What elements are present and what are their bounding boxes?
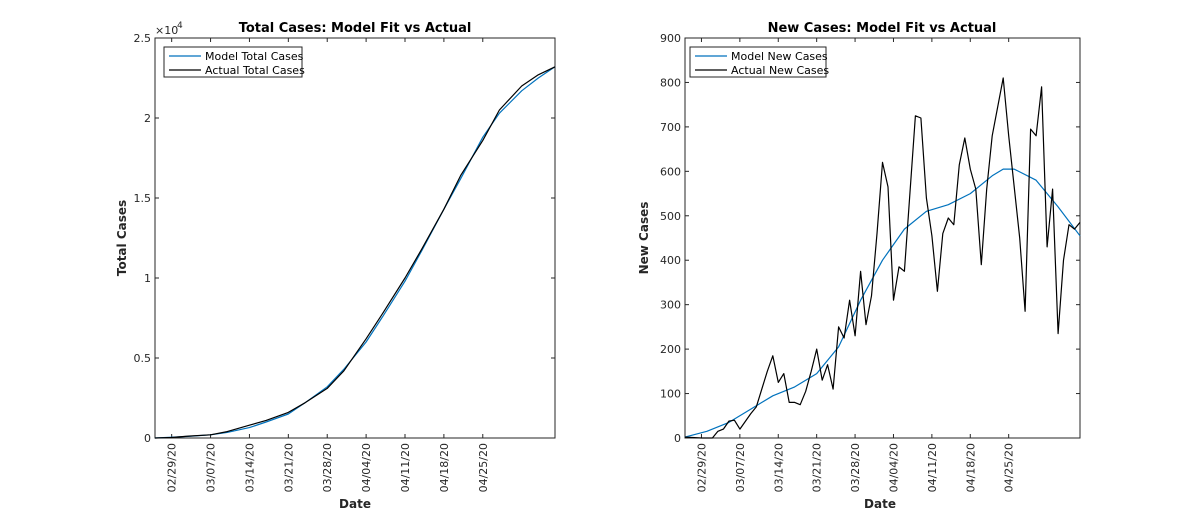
chart-title: Total Cases: Model Fit vs Actual xyxy=(239,21,472,36)
legend-label-actual: Actual Total Cases xyxy=(205,64,305,77)
y-tick-label: 0 xyxy=(674,432,681,445)
legend-label-model: Model New Cases xyxy=(731,50,828,63)
legend: Model Total Cases Actual Total Cases xyxy=(163,46,305,78)
y-tick-label: 2.5 xyxy=(134,32,152,45)
x-tick-label: 04/11/20 xyxy=(399,443,412,492)
series-line-actual xyxy=(684,77,1081,439)
x-tick-label: 03/07/20 xyxy=(734,443,747,492)
series-group xyxy=(154,66,556,439)
x-tick-label: 04/11/20 xyxy=(926,443,939,492)
x-tick-label: 02/29/20 xyxy=(695,443,708,492)
ticks: 0 0.5 1 1.5 2 2.5 02/29/20 03/07/20 03/14/20 03/2… xyxy=(134,32,555,492)
y-tick-label: 400 xyxy=(660,254,681,267)
y-tick-label: 200 xyxy=(660,343,681,356)
x-tick-label: 03/28/20 xyxy=(321,443,334,492)
x-axis-label: Date xyxy=(864,497,896,511)
y-axis-label: Total Cases xyxy=(115,200,129,276)
plot-area xyxy=(154,37,556,439)
y-tick-label: 700 xyxy=(660,121,681,134)
x-tick-label: 04/18/20 xyxy=(438,443,451,492)
y-tick-label: 900 xyxy=(660,32,681,45)
x-tick-label: 03/21/20 xyxy=(811,443,824,492)
y-tick-label: 100 xyxy=(660,388,681,401)
chart-title: New Cases: Model Fit vs Actual xyxy=(768,21,997,36)
x-tick-label: 04/18/20 xyxy=(964,443,977,492)
y-axis-label: New Cases xyxy=(637,202,651,275)
y-tick-label: 300 xyxy=(660,299,681,312)
x-tick-label: 04/04/20 xyxy=(360,443,373,492)
y-tick-label: 800 xyxy=(660,76,681,89)
plot-area xyxy=(684,37,1081,439)
y-tick-label: 600 xyxy=(660,165,681,178)
legend-label-actual: Actual New Cases xyxy=(731,64,829,77)
x-tick-label: 03/14/20 xyxy=(772,443,785,492)
y-tick-label: 1 xyxy=(144,272,151,285)
series-line-actual xyxy=(154,66,556,439)
x-tick-label: 04/04/20 xyxy=(887,443,900,492)
y-tick-label: 2 xyxy=(144,112,151,125)
legend-box xyxy=(689,46,827,78)
x-tick-label: 04/25/20 xyxy=(477,443,490,492)
legend-box xyxy=(163,46,303,78)
total-cases-chart: Total Cases: Model Fit vs Actual ×10 4 D… xyxy=(115,21,556,511)
y-tick-label: 0.5 xyxy=(134,352,152,365)
x-tick-label: 03/28/20 xyxy=(849,443,862,492)
legend: Model New Cases Actual New Cases xyxy=(689,46,829,78)
x-tick-label: 03/14/20 xyxy=(243,443,256,492)
legend-label-model: Model Total Cases xyxy=(205,50,304,63)
x-tick-label: 03/07/20 xyxy=(205,443,218,492)
ticks: 0 100 200 300 400 500 600 700 800 900 02/29/20 03/0… xyxy=(660,32,1080,492)
x-tick-label: 03/21/20 xyxy=(282,443,295,492)
y-exponent-power: 4 xyxy=(177,21,183,31)
series-group xyxy=(684,77,1081,439)
new-cases-chart: New Cases: Model Fit vs Actual Date New … xyxy=(637,21,1081,511)
y-exponent-base: ×10 xyxy=(155,24,178,37)
x-tick-label: 02/29/20 xyxy=(166,443,179,492)
x-tick-label: 04/25/20 xyxy=(1003,443,1016,492)
y-tick-label: 1.5 xyxy=(134,192,152,205)
y-tick-label: 0 xyxy=(144,432,151,445)
x-axis-label: Date xyxy=(339,497,371,511)
y-tick-label: 500 xyxy=(660,210,681,223)
